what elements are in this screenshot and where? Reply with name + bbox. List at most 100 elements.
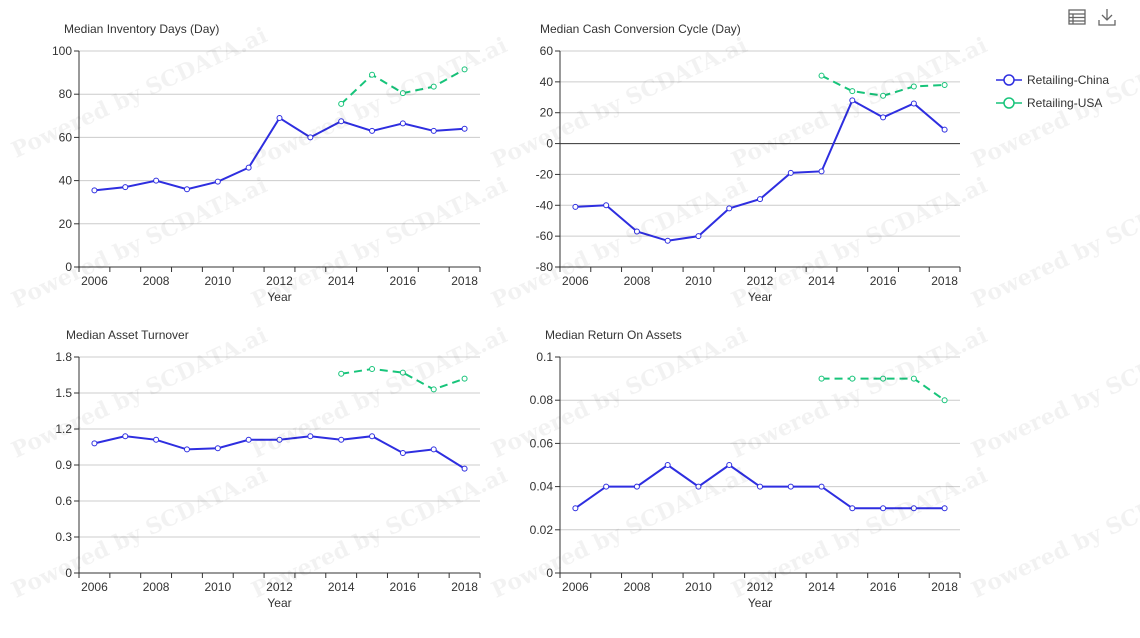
download-button[interactable] [1096,6,1118,28]
data-point-china [122,433,129,440]
legend-label-usa: Retailing-USA [1027,95,1103,110]
table-icon [1068,9,1086,25]
y-tick-label: 0.1 [536,350,553,364]
y-tick-label: 0 [546,566,553,580]
legend-usa-marker [996,96,1022,109]
x-tick-label: 2006 [562,274,589,288]
data-point-china [153,177,160,184]
data-point-china [430,446,437,453]
data-point-usa [461,66,468,73]
data-point-china [183,446,190,453]
x-tick-label: 2008 [143,580,170,594]
data-point-usa [941,397,948,404]
series-line-usa [821,74,945,97]
y-tick-label: 0.08 [530,393,554,407]
data-point-usa [880,375,887,382]
data-point-china [153,436,160,443]
y-tick-label: 40 [540,75,554,89]
x-axis-label: Year [748,596,772,610]
x-tick-label: 2018 [451,274,478,288]
data-point-china [818,168,825,175]
legend-item-china[interactable]: Retailing-China [996,68,1109,91]
data-point-china [880,114,887,121]
series-line-usa [341,367,465,391]
data-point-china [849,97,856,104]
chart-toolbar [1066,6,1118,28]
chart-title: Median Cash Conversion Cycle (Day) [540,22,741,36]
data-view-button[interactable] [1066,6,1088,28]
data-point-usa [399,90,406,97]
y-tick-label: 60 [540,44,554,58]
x-tick-label: 2010 [204,274,231,288]
y-tick-label: 0.6 [55,494,72,508]
y-tick-label: 20 [540,106,554,120]
data-point-usa [849,88,856,95]
data-point-usa [880,92,887,99]
data-point-china [726,462,733,468]
data-point-china [757,483,763,490]
y-tick-label: 20 [59,217,73,231]
x-axis-label: Year [267,596,291,610]
data-point-china [338,436,345,443]
x-tick-label: 2016 [390,580,417,594]
y-tick-label: 0.04 [530,480,554,494]
y-tick-label: 0.06 [530,436,554,450]
data-point-china [214,445,221,452]
x-tick-label: 2008 [143,274,170,288]
data-point-china [183,186,190,193]
data-point-china [399,120,406,127]
x-tick-label: 2006 [81,580,108,594]
data-point-china [461,465,468,472]
y-tick-label: -40 [536,198,554,212]
legend-item-usa[interactable]: Retailing-USA [996,91,1109,114]
chart-panel: Median Asset Turnover 0 0.3 0.6 0.9 1.2 1.5 1.8… [55,328,481,610]
x-axis-label: Year [748,290,772,304]
chart-title: Median Inventory Days (Day) [64,22,219,36]
series-line-usa [340,68,466,105]
data-point-china [849,505,856,512]
data-point-china [633,228,640,235]
x-tick-label: 2010 [685,580,712,594]
data-point-usa [818,375,825,382]
data-point-china [461,125,468,132]
chart-title: Median Asset Turnover [66,328,189,342]
data-point-china [603,202,610,209]
legend-china-marker [996,73,1022,86]
x-tick-label: 2018 [451,580,478,594]
legend-label-china: Retailing-China [1027,72,1110,87]
y-tick-label: 0.02 [530,523,554,537]
data-point-china [214,178,221,185]
series-line-usa [821,377,946,402]
data-point-china [399,450,406,456]
data-point-china [941,126,948,133]
download-icon [1098,9,1116,26]
data-point-china [818,483,825,490]
x-tick-label: 2014 [808,580,835,594]
x-tick-label: 2012 [747,580,774,594]
data-point-china [572,203,579,210]
data-point-china [572,505,579,512]
x-tick-label: 2012 [266,580,293,594]
y-tick-label: 0.9 [55,458,72,472]
data-point-china [430,127,437,134]
y-tick-label: 0.3 [55,530,72,544]
data-point-china [757,196,763,203]
data-point-china [276,114,283,121]
y-tick-label: -60 [536,229,554,243]
data-point-china [910,505,917,512]
data-point-china [787,483,794,490]
x-tick-label: 2012 [747,274,774,288]
x-tick-label: 2008 [624,274,651,288]
y-tick-label: -20 [536,167,554,181]
x-tick-label: 2008 [624,580,651,594]
x-tick-label: 2006 [562,580,589,594]
chart-panel: Median Return On Assets 0 0.02 0.04 0.06 0.08… [530,328,961,610]
x-tick-label: 2014 [328,580,355,594]
data-point-china [245,436,252,443]
x-tick-label: 2014 [808,274,835,288]
data-point-china [122,184,129,191]
x-tick-label: 2018 [931,580,958,594]
x-tick-label: 2016 [390,274,417,288]
data-point-china [880,505,887,512]
